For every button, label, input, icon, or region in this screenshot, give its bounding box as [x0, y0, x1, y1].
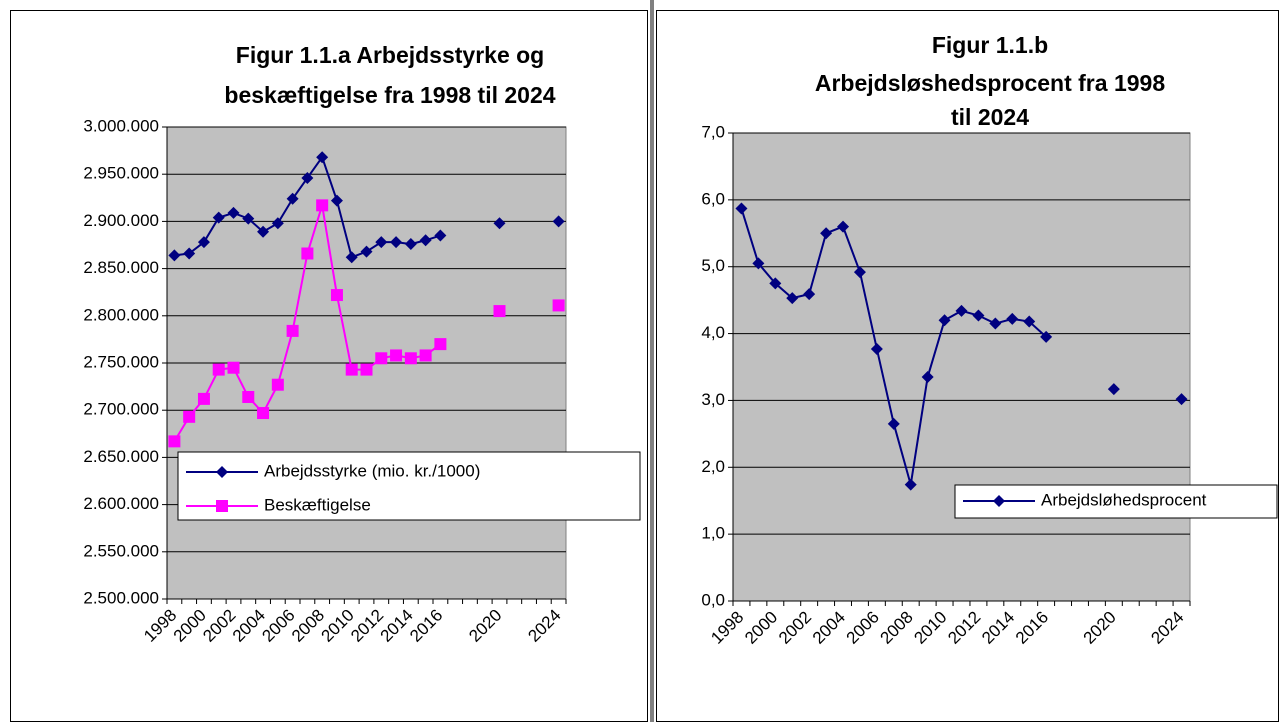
chart-title: Figur 1.1.a Arbejdsstyrke og — [236, 42, 544, 68]
marker — [183, 410, 196, 423]
y-tick-label: 2.700.000 — [83, 400, 159, 419]
plot-area — [732, 132, 1191, 602]
marker — [434, 229, 447, 242]
marker — [301, 247, 314, 260]
marker — [360, 363, 373, 376]
marker — [257, 407, 270, 420]
marker — [390, 236, 403, 249]
marker — [197, 236, 210, 249]
marker — [434, 338, 447, 351]
marker — [870, 342, 883, 355]
marker — [904, 478, 917, 491]
legend-box — [177, 451, 641, 521]
marker — [197, 392, 210, 405]
marker — [972, 309, 985, 322]
marker — [375, 352, 388, 365]
y-tick-label: 2.950.000 — [83, 164, 159, 183]
marker — [330, 289, 343, 302]
marker — [493, 305, 506, 318]
marker — [419, 349, 432, 362]
marker — [183, 247, 196, 260]
marker — [242, 212, 255, 225]
chart-title: Figur 1.1.b — [932, 32, 1048, 58]
marker — [552, 299, 565, 312]
marker — [212, 363, 225, 376]
marker — [837, 220, 850, 233]
marker — [390, 349, 403, 362]
marker — [242, 390, 255, 403]
y-tick-label: 0,0 — [701, 590, 725, 609]
y-tick-label: 3.000.000 — [83, 116, 159, 135]
marker — [227, 361, 240, 374]
marker — [257, 225, 270, 238]
legend-marker — [216, 466, 228, 478]
marker — [1023, 315, 1036, 328]
marker — [212, 211, 225, 224]
marker — [769, 277, 782, 290]
marker — [853, 266, 866, 279]
y-tick-label: 5,0 — [701, 256, 725, 275]
y-tick-label: 2.500.000 — [83, 588, 159, 607]
chart-title: beskæftigelse fra 1998 til 2024 — [224, 82, 555, 108]
y-tick-label: 2.850.000 — [83, 258, 159, 277]
marker — [316, 199, 329, 212]
marker — [1006, 312, 1019, 325]
legend-label: Arbejdsstyrke (mio. kr./1000) — [264, 461, 480, 480]
marker — [1040, 330, 1053, 343]
legend-label: Arbejdsløhedsprocent — [1041, 490, 1207, 509]
marker — [271, 217, 284, 230]
y-tick-label: 2.800.000 — [83, 305, 159, 324]
y-tick-label: 2.900.000 — [83, 211, 159, 230]
y-tick-label: 2.550.000 — [83, 541, 159, 560]
marker — [887, 417, 900, 430]
y-tick-label: 3,0 — [701, 390, 725, 409]
marker — [330, 194, 343, 207]
marker — [360, 245, 373, 258]
marker — [752, 257, 765, 270]
chart-title: til 2024 — [951, 104, 1029, 130]
marker — [271, 378, 284, 391]
marker — [989, 317, 1002, 330]
marker — [1107, 383, 1120, 396]
y-tick-label: 1,0 — [701, 524, 725, 543]
marker — [820, 227, 833, 240]
marker — [345, 251, 358, 264]
y-tick-label: 6,0 — [701, 189, 725, 208]
marker — [419, 234, 432, 247]
y-tick-label: 2.750.000 — [83, 352, 159, 371]
legend-label: Beskæftigelse — [264, 495, 371, 514]
marker — [375, 236, 388, 249]
marker — [735, 202, 748, 215]
marker — [786, 292, 799, 305]
marker — [345, 363, 358, 376]
y-tick-label: 2.600.000 — [83, 494, 159, 513]
y-tick-label: 4,0 — [701, 323, 725, 342]
legend-marker — [216, 500, 228, 512]
marker — [168, 435, 181, 448]
marker — [803, 288, 816, 301]
marker — [404, 352, 417, 365]
y-tick-label: 7,0 — [701, 122, 725, 141]
chart-title: Arbejdsløshedsprocent fra 1998 — [815, 70, 1165, 96]
marker — [168, 249, 181, 262]
marker — [955, 304, 968, 317]
marker — [493, 217, 506, 230]
marker — [227, 206, 240, 219]
marker — [921, 371, 934, 384]
y-tick-label: 2.650.000 — [83, 447, 159, 466]
legend-marker — [993, 495, 1005, 507]
marker — [938, 314, 951, 327]
marker — [552, 215, 565, 228]
marker — [286, 324, 299, 337]
marker — [316, 151, 329, 164]
marker — [1175, 393, 1188, 406]
marker — [404, 238, 417, 251]
marker — [286, 192, 299, 205]
marker — [301, 171, 314, 184]
y-tick-label: 2,0 — [701, 457, 725, 476]
